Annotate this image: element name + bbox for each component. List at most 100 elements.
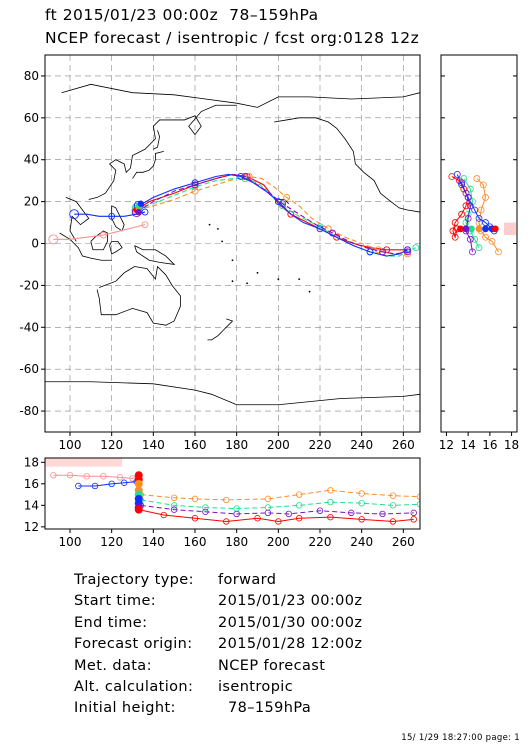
- bottom-xtick-label: 160: [184, 535, 207, 549]
- info-row: Start time: 2015/01/23 00:00z: [74, 591, 362, 612]
- trajectory-point: [191, 179, 199, 187]
- side-blob: [503, 222, 516, 236]
- info-row: Alt. calculation: isentropic: [74, 677, 362, 698]
- start-marker: [137, 200, 145, 207]
- bottom-point: [50, 472, 57, 479]
- side-xtick-label: 18: [504, 438, 519, 452]
- trajectory-point: [404, 246, 411, 254]
- bottom-point: [316, 507, 324, 514]
- trajectory-line: [136, 173, 408, 251]
- info-row: Met. data: NCEP forecast: [74, 656, 362, 677]
- bottom-frame: [44, 457, 421, 530]
- trajectory-point: [404, 250, 411, 258]
- map-frame: [44, 54, 421, 433]
- bottom-point: [170, 494, 178, 502]
- side-point: [479, 181, 487, 189]
- bottom-point: [295, 491, 303, 498]
- side-trajectory-line: [463, 178, 480, 248]
- map-ytick-label: -80: [19, 404, 39, 418]
- trajectory-point: [191, 183, 199, 191]
- island-marker: [221, 240, 223, 243]
- coastline: [109, 241, 123, 255]
- bottom-point: [327, 487, 334, 494]
- bottom-point: [91, 482, 99, 490]
- coastline: [111, 205, 125, 232]
- island-marker: [256, 271, 259, 274]
- header-line-1: ft 2015/01/23 00:00z 78–159hPa: [45, 6, 319, 24]
- side-point: [488, 238, 496, 245]
- bottom-point: [116, 474, 124, 481]
- trajectory-line: [136, 175, 408, 255]
- side-point: [462, 202, 470, 210]
- trajectory-point: [283, 193, 291, 201]
- coastline: [132, 150, 164, 179]
- side-point: [469, 248, 476, 256]
- bottom-ytick-label: 16: [24, 477, 39, 491]
- side-point: [466, 235, 474, 243]
- bottom-point: [160, 511, 167, 519]
- trajectory-point: [412, 244, 420, 252]
- side-point: [453, 170, 461, 178]
- map-xtick-label: 140: [142, 438, 165, 452]
- bottom-trajectory-line: [140, 499, 420, 510]
- bottom-point: [100, 473, 107, 480]
- bottom-start-marker: [134, 505, 143, 514]
- bottom-start-marker: [134, 479, 143, 488]
- bottom-xtick-label: 200: [267, 535, 290, 549]
- trajectory-point: [379, 248, 386, 256]
- info-row: End time: 2015/01/30 00:00z: [74, 613, 362, 634]
- side-trajectory-line: [456, 174, 495, 232]
- side-point: [460, 175, 468, 182]
- map-xtick-label: 240: [350, 438, 373, 452]
- bottom-point: [295, 502, 303, 509]
- bottom-point: [379, 510, 386, 518]
- bottom-xtick-label: 100: [59, 535, 82, 549]
- island-marker: [277, 278, 280, 281]
- bottom-xtick-label: 260: [392, 535, 415, 549]
- trajectory-line: [138, 173, 408, 257]
- trajectories: [48, 173, 420, 258]
- map-xtick-label: 160: [184, 438, 207, 452]
- bottom-point: [191, 515, 199, 522]
- side-point: [477, 206, 485, 214]
- bottom-ytick-label: 12: [24, 520, 39, 534]
- info-row: Forecast origin: 2015/01/28 12:00z: [74, 634, 362, 655]
- info-label: Alt. calculation:: [74, 679, 194, 696]
- info-value: 2015/01/28 12:00z: [218, 636, 363, 653]
- trajectory-point: [279, 200, 286, 208]
- bottom-point: [389, 502, 397, 509]
- bottom-ytick-label: 14: [24, 498, 39, 512]
- island-marker: [208, 223, 211, 226]
- trajectory-point: [329, 229, 336, 237]
- side-point: [464, 214, 472, 222]
- side-point: [482, 233, 489, 241]
- bottom-point: [327, 498, 334, 506]
- footer-timestamp: 15/ 1/29 18:27:00 page: 1: [401, 733, 520, 743]
- map-ytick-label: 40: [24, 153, 39, 167]
- bottom-panel: 100 120 140 160 180 200 220 240 260 12 14 16 18: [24, 455, 421, 549]
- island-marker: [246, 282, 248, 285]
- side-start-marker: [462, 225, 470, 233]
- trajectory-point: [316, 223, 324, 231]
- side-point: [451, 219, 459, 226]
- info-value: 2015/01/30 00:00z: [218, 614, 363, 631]
- info-value: 78–159hPa: [218, 700, 312, 717]
- trajectory-point: [366, 248, 374, 256]
- info-label: Forecast origin:: [74, 636, 193, 653]
- bottom-point: [410, 516, 417, 523]
- island-marker: [217, 227, 219, 230]
- coastline: [96, 265, 181, 326]
- bottom-point: [233, 510, 240, 518]
- bottom-point: [348, 509, 355, 517]
- info-label: End time:: [74, 614, 148, 631]
- info-label: Initial height:: [74, 700, 176, 717]
- map-ytick-label: 20: [24, 195, 39, 209]
- bottom-ytick-label: 18: [24, 455, 39, 469]
- info-value: 2015/01/23 00:00z: [218, 593, 363, 610]
- bottom-xtick-label: 180: [225, 535, 248, 549]
- map-ytick-label: 0: [31, 237, 39, 251]
- side-point: [458, 210, 466, 218]
- bottom-point: [264, 509, 272, 517]
- side-point: [460, 185, 468, 193]
- bottom-trajectory-line: [140, 504, 414, 515]
